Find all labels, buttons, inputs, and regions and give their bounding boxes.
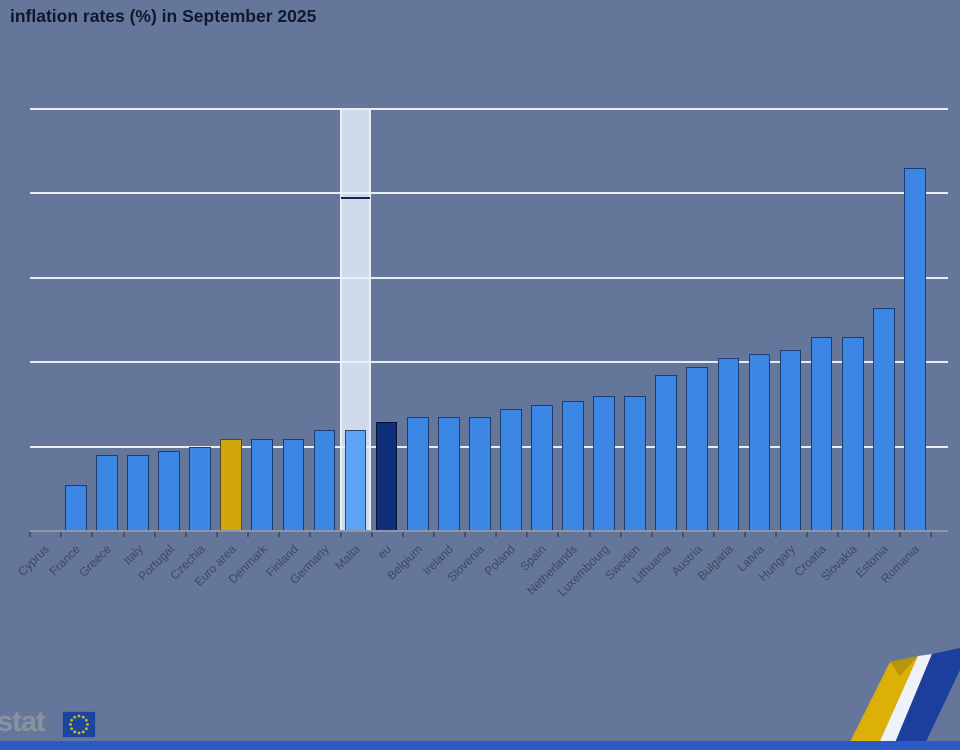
- x-axis-tick: [29, 532, 32, 537]
- bar-slovakia[interactable]: [841, 337, 864, 530]
- x-axis-tick: [371, 532, 374, 537]
- bar-sweden[interactable]: [624, 396, 647, 530]
- x-axis-tick: [495, 532, 498, 537]
- x-axis-tick: [899, 532, 902, 537]
- bar-latvia[interactable]: [748, 354, 771, 530]
- x-axis-tick: [308, 532, 311, 537]
- bar-greece[interactable]: [96, 455, 118, 530]
- bar-slovenia[interactable]: [468, 417, 491, 530]
- x-axis-tick: [433, 532, 436, 537]
- x-axis-tick: [215, 532, 218, 537]
- x-axis-tick: [277, 532, 280, 537]
- eurostat-arrow-logo: [846, 648, 960, 750]
- x-axis-tick: [743, 532, 746, 537]
- bar-bulgaria[interactable]: [717, 358, 740, 530]
- x-axis-tick: [588, 532, 591, 537]
- bar-finland[interactable]: [282, 438, 305, 530]
- x-axis-tick: [837, 532, 840, 537]
- hover-tooltip-line: [341, 196, 371, 199]
- x-axis-tick: [681, 532, 684, 537]
- bar-belgium[interactable]: [406, 417, 429, 530]
- bar-poland[interactable]: [500, 408, 522, 530]
- bar-euro-area[interactable]: [220, 438, 243, 530]
- gridline-8pct: [30, 192, 948, 195]
- x-axis-tick: [806, 532, 809, 537]
- x-axis-tick: [774, 532, 777, 537]
- x-axis-tick: [526, 532, 529, 537]
- gridline-4pct: [30, 361, 948, 364]
- x-axis-tick: [184, 532, 187, 537]
- x-axis-tick: [930, 532, 933, 537]
- bar-czechia[interactable]: [189, 447, 212, 530]
- bar-austria[interactable]: [686, 366, 709, 530]
- x-axis-tick: [402, 532, 405, 537]
- bottom-accent-strip: [0, 741, 960, 750]
- bar-lithuania[interactable]: [655, 375, 678, 530]
- bar-romania[interactable]: [903, 167, 926, 530]
- bar-estonia[interactable]: [872, 307, 895, 530]
- eurostat-logo-text: stat: [0, 706, 46, 738]
- bar-ireland[interactable]: [437, 417, 460, 530]
- eu-flag-stars: [69, 714, 89, 735]
- x-axis-tick: [868, 532, 871, 537]
- x-axis-tick: [153, 532, 156, 537]
- x-axis-tick: [712, 532, 715, 537]
- bar-croatia[interactable]: [810, 337, 833, 530]
- x-axis-tick: [464, 532, 467, 537]
- x-axis-tick: [246, 532, 249, 537]
- bar-malta[interactable]: [344, 430, 367, 530]
- x-axis-tick: [340, 532, 342, 537]
- eu-flag-icon: [62, 711, 96, 738]
- x-axis-tick: [122, 532, 125, 537]
- bar-spain[interactable]: [531, 404, 553, 530]
- bar-italy[interactable]: [127, 455, 149, 530]
- bar-hungary[interactable]: [779, 349, 802, 530]
- gridline-6pct: [30, 276, 948, 279]
- bar-france[interactable]: [65, 485, 87, 530]
- bar-eu[interactable]: [375, 421, 398, 530]
- x-axis-tick: [619, 532, 622, 537]
- bar-luxembourg[interactable]: [593, 396, 615, 530]
- chart-title: inflation rates (%) in September 2025: [10, 6, 317, 26]
- x-axis-tick: [650, 532, 653, 537]
- bar-netherlands[interactable]: [562, 400, 584, 530]
- x-axis-line: [30, 530, 948, 532]
- gridline-10pct: [30, 107, 948, 110]
- x-axis-tick: [60, 532, 63, 537]
- bar-germany[interactable]: [313, 430, 336, 530]
- x-axis-tick: [91, 532, 94, 537]
- bar-portugal[interactable]: [158, 451, 180, 530]
- bar-denmark[interactable]: [251, 438, 274, 530]
- x-axis-tick: [557, 532, 560, 537]
